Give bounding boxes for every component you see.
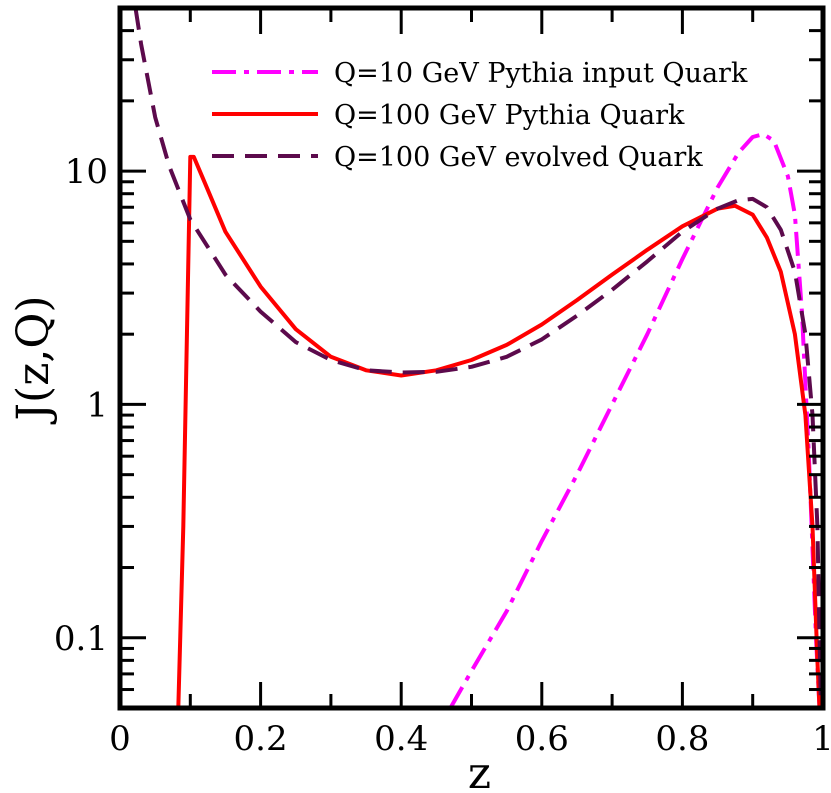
- ticks-layer: [118, 6, 825, 710]
- x-tick-label: 0.8: [655, 719, 709, 759]
- series-line-1: [448, 132, 822, 708]
- y-tick-label: 10: [65, 152, 108, 192]
- legend-label-3: Q=100 GeV evolved Quark: [334, 142, 703, 173]
- x-tick-label: 0: [109, 719, 131, 759]
- x-tick-label: 0.2: [234, 719, 288, 759]
- legend-label-2: Q=100 GeV Pythia Quark: [334, 100, 685, 131]
- y-tick-label: 1: [86, 385, 108, 425]
- y-tick-label: 0.1: [54, 619, 108, 659]
- x-tick-label: 0.4: [374, 719, 428, 759]
- x-tick-label: 1: [812, 719, 831, 759]
- legend-label-1: Q=10 GeV Pythia input Quark: [334, 58, 748, 89]
- x-tick-label: 0.6: [515, 719, 569, 759]
- series-line-2: [176, 154, 822, 708]
- series-layer: [133, 8, 823, 708]
- tick-labels-layer: 0 0.2 0.4 0.6 0.8 1 0.1 1 10: [54, 152, 831, 759]
- y-axis-title: J(z,Q): [8, 295, 59, 424]
- series-line-3: [133, 8, 823, 708]
- legend: Q=10 GeV Pythia input Quark Q=100 GeV Pyt…: [212, 58, 748, 173]
- x-axis-title: z: [468, 748, 491, 793]
